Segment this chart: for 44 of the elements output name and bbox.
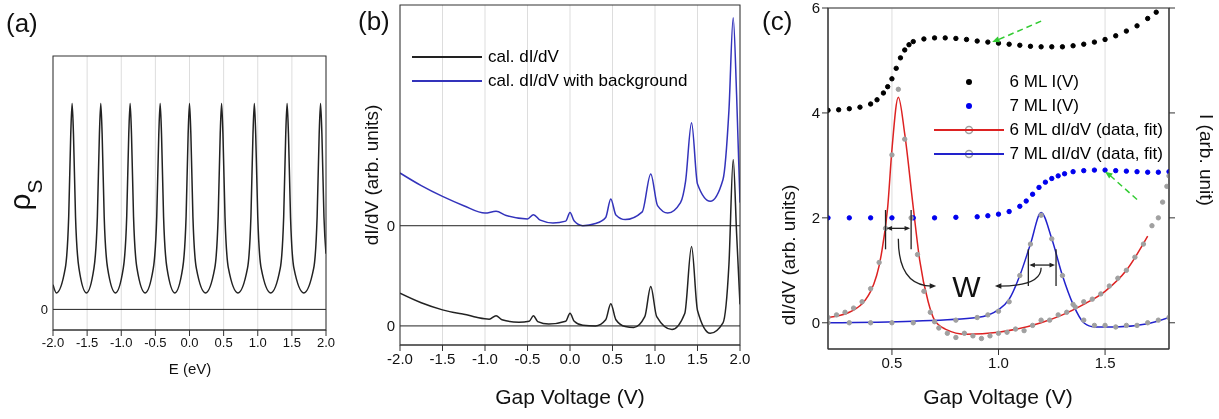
x-tick-label: 2.0: [729, 349, 751, 367]
x-tick-label: -1.5: [75, 335, 99, 351]
chart-title: (a): [6, 8, 38, 38]
y2-axis-title: I (arb. unit): [1196, 114, 1217, 206]
chart-title: (b): [358, 6, 390, 36]
x-tick-label: 1.5: [687, 349, 708, 367]
x-tick-label: 1.5: [1094, 353, 1116, 371]
legend-label: 7 ML I(V): [1009, 95, 1079, 117]
legend-label: cal. dI/dV: [488, 46, 559, 68]
x-tick-label: 1.0: [644, 349, 666, 367]
x-tick-label: 0.5: [881, 353, 903, 371]
x-tick-label: 1.5: [282, 335, 301, 351]
ref-line-label: 0: [386, 217, 395, 235]
x-tick-label: 0.5: [602, 349, 623, 367]
y-tick-label: 2: [811, 209, 820, 227]
y-axis-title: dI/dV (arb. units): [361, 104, 382, 246]
x-tick-label: -0.5: [144, 335, 167, 351]
x-tick-label: 2.0: [316, 335, 336, 351]
x-axis-title: E (eV): [168, 360, 212, 377]
y-tick-label: 6: [811, 0, 820, 17]
chart-title: (c): [762, 6, 793, 36]
legend-label: cal. dI/dV with background: [488, 70, 688, 92]
y-axis-title: dI/dV (arb. units): [778, 184, 799, 326]
x-tick-label: 0.0: [180, 335, 199, 351]
x-tick-label: 1.0: [988, 353, 1009, 371]
x-tick-label: -1.5: [429, 349, 456, 367]
annotation: W: [952, 270, 982, 304]
x-tick-label: -0.5: [514, 349, 541, 367]
x-axis-title: Gap Voltage (V): [495, 385, 645, 408]
ref-line-label: 0: [386, 317, 395, 335]
legend-label: 6 ML I(V): [1009, 71, 1079, 93]
ref-line-label: 0: [40, 302, 48, 318]
x-tick-label: -2.0: [387, 349, 413, 367]
x-tick-label: -2.0: [41, 335, 65, 351]
x-axis-title: Gap Voltage (V): [923, 385, 1073, 408]
x-tick-label: -1.0: [472, 349, 498, 367]
x-tick-label: 0.0: [559, 349, 581, 367]
y-tick-label: 4: [811, 104, 820, 122]
legend-label: 6 ML dI/dV (data, fit): [1009, 119, 1163, 141]
x-tick-label: -1.0: [110, 335, 133, 351]
x-tick-label: 1.0: [248, 335, 267, 351]
y-tick-label: 0: [811, 314, 820, 332]
legend-label: 7 ML dI/dV (data, fit): [1009, 143, 1163, 165]
x-tick-label: 0.5: [214, 335, 233, 351]
